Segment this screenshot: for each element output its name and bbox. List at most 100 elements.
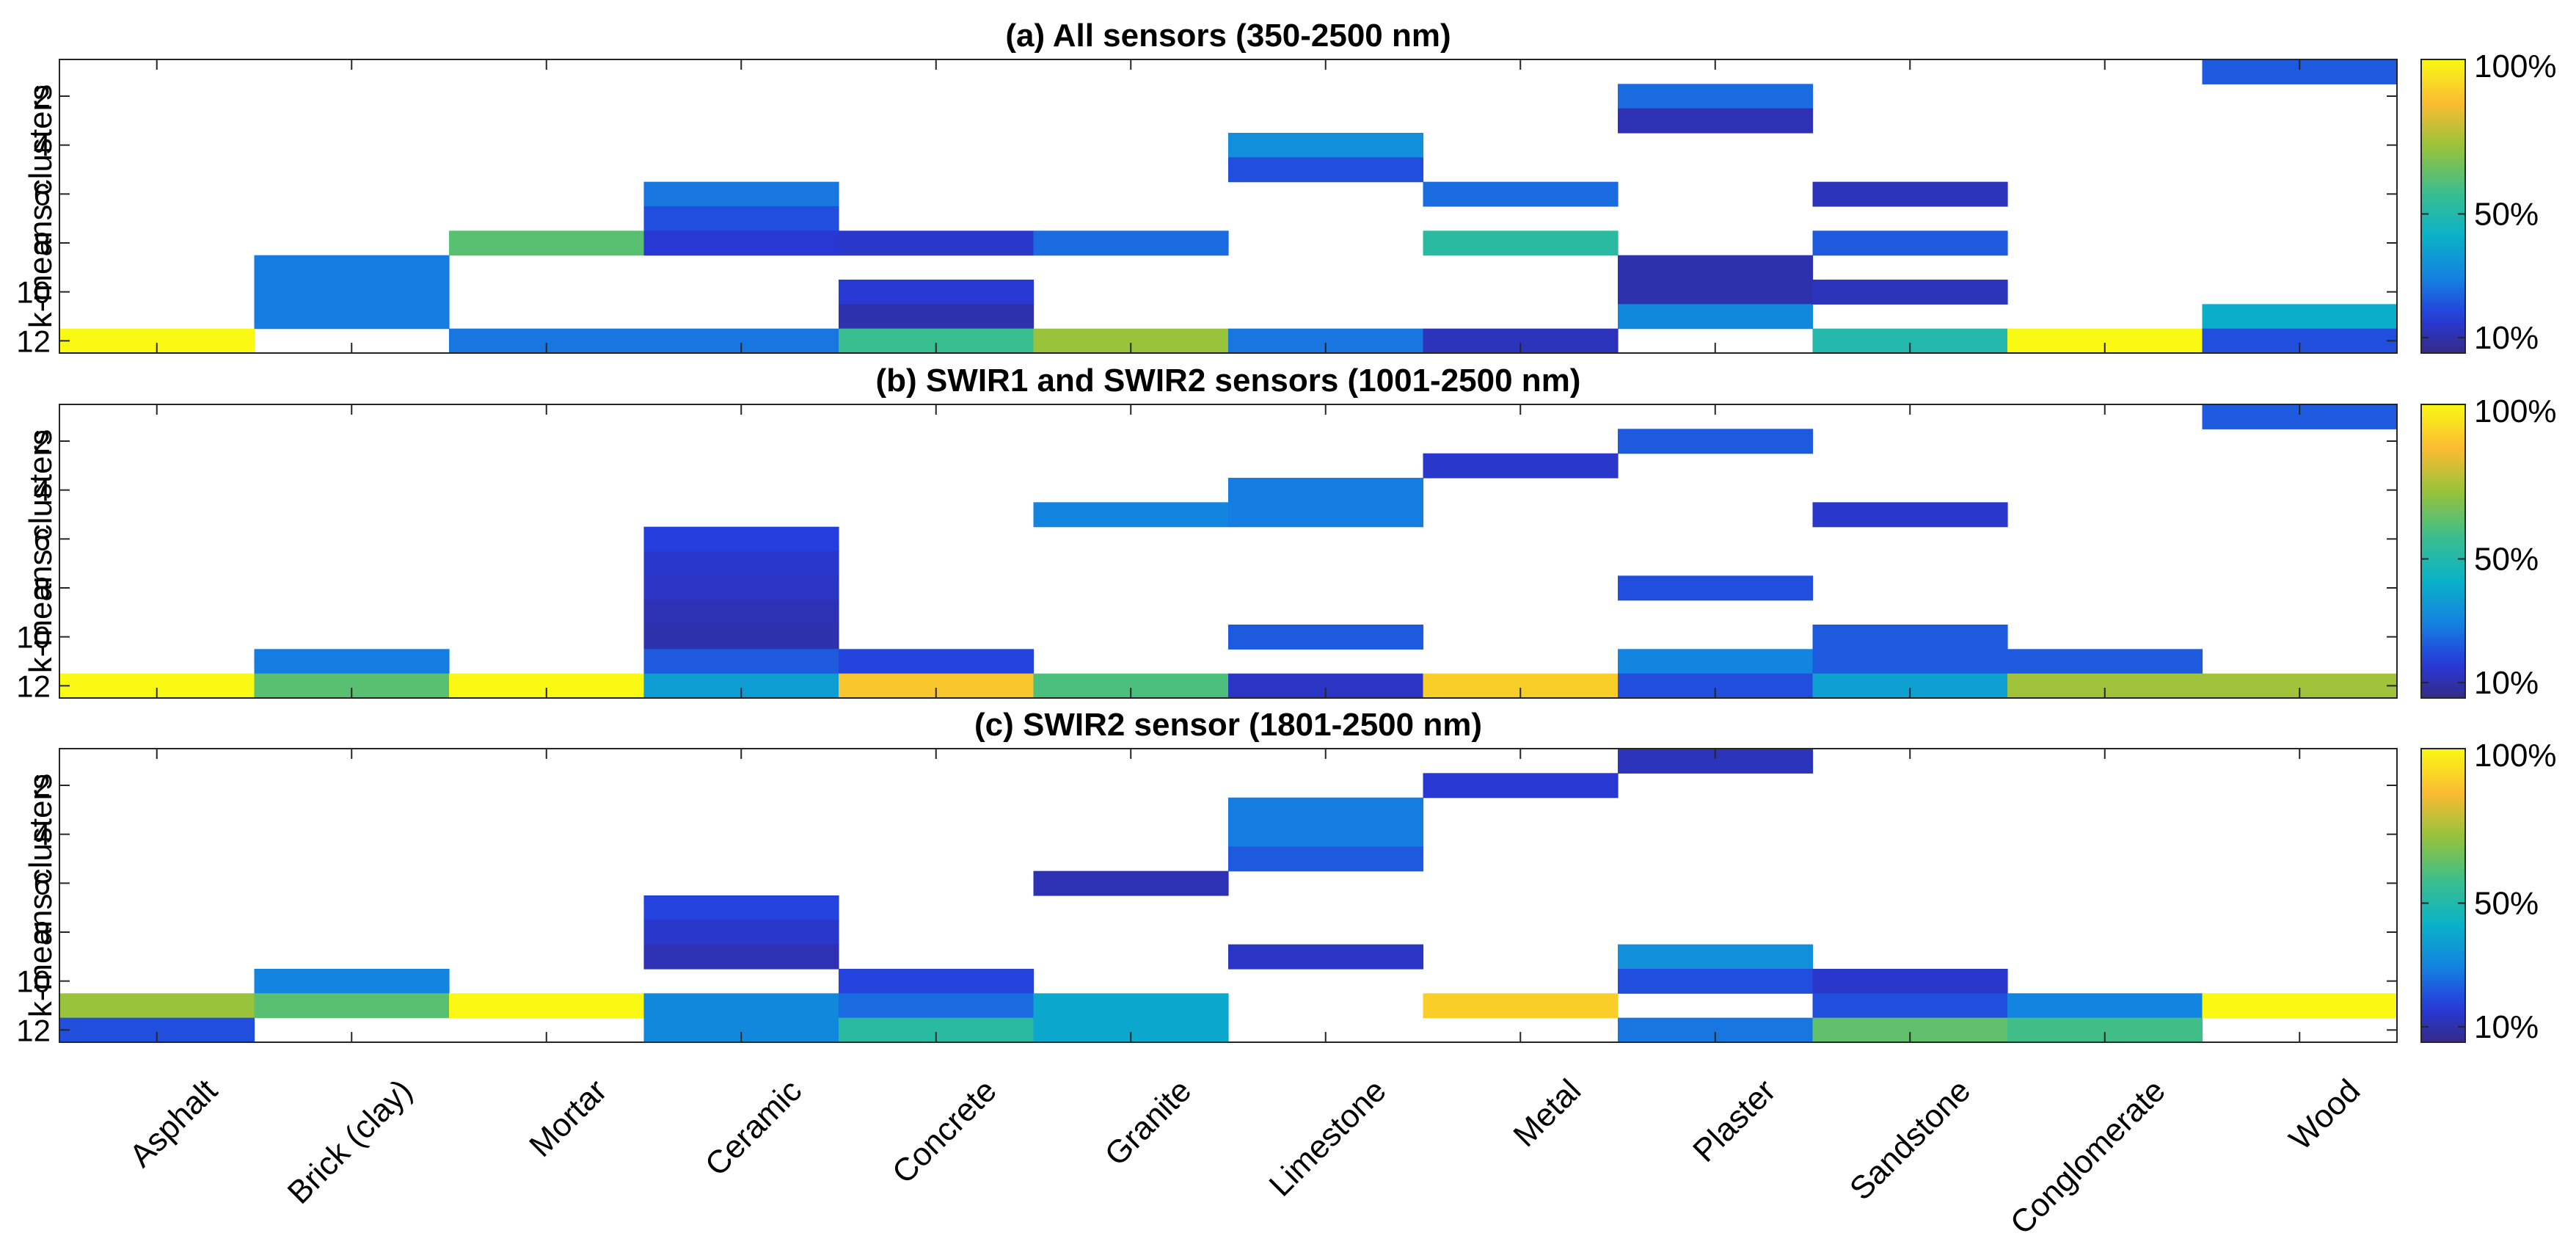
heatmap-cell: Ceramic, cluster 6: 27% bbox=[643, 181, 839, 207]
x-tick-label: Metal bbox=[1506, 1072, 1588, 1154]
heatmap-cell: Plaster, cluster 2: 25% bbox=[1618, 84, 1814, 109]
heatmap-cell: Metal, cluster 11: 90% bbox=[1423, 993, 1619, 1019]
heatmap-cell: Limestone, cluster 9: 13% bbox=[1228, 944, 1424, 970]
colorbar: 100% 50% 10% bbox=[2420, 48, 2557, 356]
heatmap-cell: Conglomerate, cluster 11: 22% bbox=[2007, 649, 2203, 675]
heatmap-cell: Ceramic, cluster 11: 22% bbox=[643, 649, 839, 675]
y-tick-label: 2 bbox=[34, 424, 51, 459]
heatmap-cell: Concrete, cluster 11: 18% bbox=[839, 649, 1035, 675]
heatmap-cell: Limestone, cluster 5: 22% bbox=[1228, 846, 1424, 872]
plot-frame bbox=[59, 748, 2398, 1043]
y-tick-label: 10 bbox=[16, 620, 51, 655]
heatmap-cell: Sandstone, cluster 8: 22% bbox=[1812, 230, 2008, 256]
y-axis-label: k-means clusters bbox=[23, 84, 59, 329]
heatmap-cell: Brick (clay), cluster 11: 28% bbox=[254, 649, 450, 675]
x-tick-label: Conglomerate bbox=[2004, 1072, 2172, 1241]
heatmap-cell: Metal, cluster 3: 14% bbox=[1423, 453, 1619, 479]
y-tick-label: 6 bbox=[34, 177, 51, 211]
y-tick-label: 8 bbox=[34, 226, 51, 261]
colorbar-tick-label: 50% bbox=[2474, 542, 2539, 578]
plot-frame bbox=[59, 404, 2398, 699]
heatmap-cell: Ceramic, cluster 11: 31% bbox=[643, 993, 839, 1019]
panel-2: (b) SWIR1 and SWIR2 sensors (1001-2500 n… bbox=[16, 363, 2556, 703]
heatmap-cell: Limestone, cluster 4: 28% bbox=[1228, 478, 1424, 503]
heatmap-cell: Granite, cluster 11: 40% bbox=[1033, 993, 1229, 1019]
y-tick-label: 8 bbox=[34, 571, 51, 606]
heatmap-cell: Limestone, cluster 5: 28% bbox=[1228, 502, 1424, 528]
x-tick-label: Wood bbox=[2283, 1072, 2367, 1157]
heatmap-cell: Concrete, cluster 10: 18% bbox=[839, 969, 1035, 994]
heatmap-cell: Ceramic, cluster 8: 13% bbox=[643, 575, 839, 601]
x-tick-label: Ceramic bbox=[698, 1072, 809, 1182]
panel-title: (b) SWIR1 and SWIR2 sensors (1001-2500 n… bbox=[876, 363, 1581, 399]
plot-frame bbox=[59, 59, 2398, 354]
heatmap-cell: Sandstone, cluster 10: 22% bbox=[1812, 625, 2008, 650]
heatmap-cell: Ceramic, cluster 7: 20% bbox=[643, 206, 839, 231]
x-tick-label: Limestone bbox=[1263, 1072, 1393, 1203]
y-tick-label: 2 bbox=[34, 768, 51, 803]
colorbar-gradient bbox=[2420, 59, 2466, 354]
heatmap-cell: Metal, cluster 8: 52% bbox=[1423, 230, 1619, 256]
colorbar: 100% 50% 10% bbox=[2420, 738, 2557, 1045]
heatmap-cell: Granite, cluster 5: 30% bbox=[1033, 502, 1229, 528]
heatmap-cell: Plaster, cluster 3: 11% bbox=[1618, 108, 1814, 134]
heatmap-cell: Plaster, cluster 9: 10% bbox=[1618, 255, 1814, 280]
y-tick-label: 6 bbox=[34, 522, 51, 556]
x-tick-label: Brick (clay) bbox=[281, 1072, 419, 1210]
y-tick-label: 12 bbox=[16, 324, 51, 358]
y-tick-label: 10 bbox=[16, 964, 51, 999]
heatmap-cell: Ceramic, cluster 7: 18% bbox=[643, 895, 839, 920]
heatmap-cell: Brick (clay), cluster 11: 62% bbox=[254, 993, 450, 1019]
panel-title: (c) SWIR2 sensor (1801-2500 nm) bbox=[974, 707, 1482, 743]
heatmap-cell: Conglomerate, cluster 11: 30% bbox=[2007, 993, 2203, 1019]
heatmap-cell: Ceramic, cluster 7: 14% bbox=[643, 551, 839, 576]
y-tick-label: 6 bbox=[34, 866, 51, 901]
heatmap-cell: Ceramic, cluster 10: 10% bbox=[643, 625, 839, 650]
colorbar-tick-label: 10% bbox=[2474, 320, 2539, 356]
heatmap-cell: Sandstone, cluster 10: 14% bbox=[1812, 969, 2008, 994]
colorbar-tick-label: 100% bbox=[2474, 48, 2557, 84]
heatmap-cell: Plaster, cluster 10: 10% bbox=[1618, 280, 1814, 305]
heatmap-cell: Brick (clay), cluster 10: 30% bbox=[254, 969, 450, 994]
x-tick-label: Sandstone bbox=[1843, 1072, 1977, 1207]
y-tick-label: 10 bbox=[16, 275, 51, 310]
x-axis-labels: Asphalt Brick (clay) Mortar Ceramic Concrete… bbox=[123, 1072, 2367, 1241]
heatmap-cell: Brick (clay), cluster 11: 28% bbox=[254, 304, 450, 330]
heatmap-cell: Limestone, cluster 5: 20% bbox=[1228, 157, 1424, 183]
heatmap-cell: Metal, cluster 2: 15% bbox=[1423, 773, 1619, 799]
x-tick-label: Concrete bbox=[886, 1072, 1004, 1190]
heatmap-cell: Concrete, cluster 8: 14% bbox=[839, 230, 1035, 256]
heatmap-cell: Concrete, cluster 10: 15% bbox=[839, 280, 1035, 305]
heatmap-cell: Plaster, cluster 8: 20% bbox=[1618, 575, 1814, 601]
colorbar-tick-label: 50% bbox=[2474, 197, 2539, 233]
heatmap-cell: Sandstone, cluster 11: 20% bbox=[1812, 993, 2008, 1019]
heatmap-cell: Limestone, cluster 10: 22% bbox=[1228, 625, 1424, 650]
colorbar-tick-label: 10% bbox=[2474, 1009, 2539, 1045]
heatmap-cell: Wood, cluster 11: 100% bbox=[2202, 993, 2398, 1019]
heatmap-cell: Ceramic, cluster 9: 11% bbox=[643, 944, 839, 970]
heatmap-cell: Sandstone, cluster 11: 22% bbox=[1812, 649, 2008, 675]
x-tick-label: Plaster bbox=[1686, 1072, 1782, 1168]
heatmap-cell: Plaster, cluster 10: 20% bbox=[1618, 969, 1814, 994]
heatmap-cell: Mortar, cluster 8: 62% bbox=[449, 230, 645, 256]
heatmap-cell: Plaster, cluster 11: 31% bbox=[1618, 304, 1814, 330]
heatmap-cell: Ceramic, cluster 8: 14% bbox=[643, 920, 839, 945]
heatmap-cell: Limestone, cluster 3: 28% bbox=[1228, 797, 1424, 823]
heatmap-cell: Concrete, cluster 11: 25% bbox=[839, 993, 1035, 1019]
panel-3: (c) SWIR2 sensor (1801-2500 nm) Asphalt, … bbox=[16, 707, 2556, 1047]
heatmap-cell: Ceramic, cluster 9: 11% bbox=[643, 600, 839, 625]
heatmap-cell: Brick (clay), cluster 9: 28% bbox=[254, 255, 450, 280]
heatmap-cell: Granite, cluster 8: 25% bbox=[1033, 230, 1229, 256]
heatmap-cell: Mortar, cluster 11: 100% bbox=[449, 993, 645, 1019]
heatmap-cell: Brick (clay), cluster 10: 28% bbox=[254, 280, 450, 305]
heatmap-cell: Plaster, cluster 2: 22% bbox=[1618, 429, 1814, 454]
colorbar-tick-label: 100% bbox=[2474, 393, 2557, 429]
x-tick-label: Granite bbox=[1098, 1072, 1199, 1173]
heatmap-cell: Wood, cluster 11: 42% bbox=[2202, 304, 2398, 330]
heatmap-cell: Sandstone, cluster 10: 12% bbox=[1812, 280, 2008, 305]
colorbar: 100% 50% 10% bbox=[2420, 393, 2557, 701]
y-tick-label: 12 bbox=[16, 1013, 51, 1047]
x-tick-label: Mortar bbox=[522, 1072, 614, 1164]
heatmap-cell: Metal, cluster 6: 25% bbox=[1423, 181, 1619, 207]
